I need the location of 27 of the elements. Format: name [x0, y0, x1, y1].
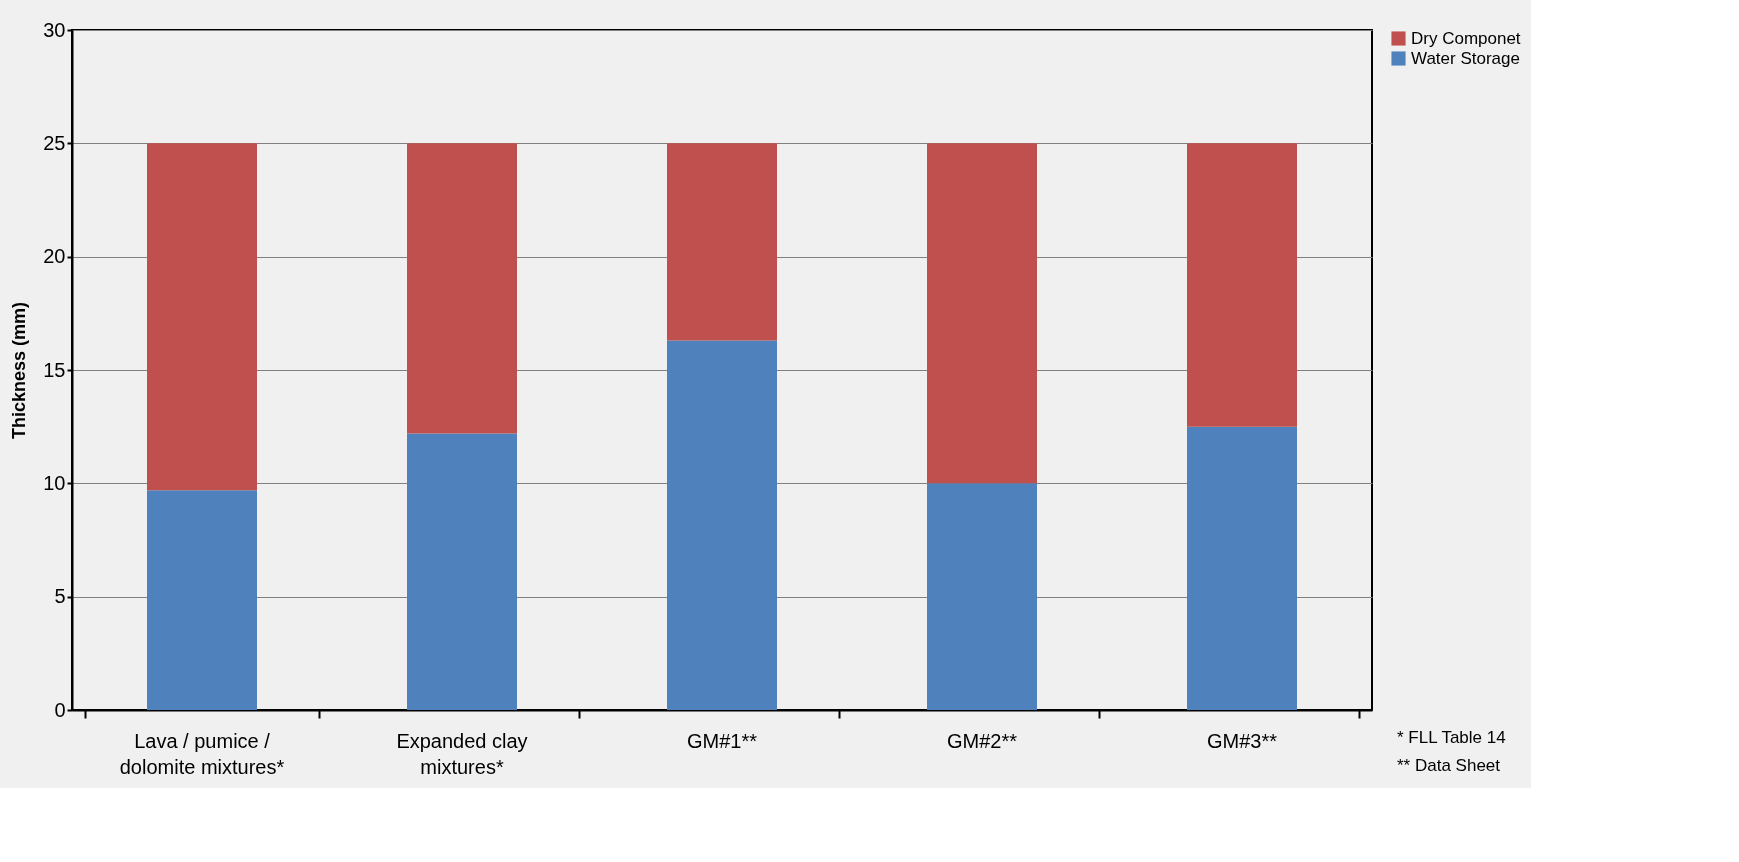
- y-axis-title: Thickness (mm): [9, 301, 30, 440]
- x-tick-label: GM#2**: [946, 730, 1018, 752]
- bar: [667, 143, 777, 341]
- bar: [407, 143, 517, 434]
- text: ** Data Sheet: [1397, 756, 1501, 775]
- y-tick-label: 10: [43, 471, 66, 494]
- y-tick-label: 20: [43, 245, 66, 268]
- y-tick-label: 0: [54, 698, 66, 721]
- bar: [147, 143, 257, 491]
- bar: [1187, 426, 1297, 710]
- text: * FLL Table 14: [1397, 728, 1506, 747]
- y-tick-label: 30: [43, 18, 66, 41]
- bar: [927, 483, 1037, 710]
- bar: [1187, 143, 1297, 427]
- x-tick-label: Expanded clay mixtures*: [396, 730, 528, 778]
- bar: [407, 433, 517, 710]
- y-tick-label: 25: [43, 131, 66, 154]
- x-tick-label: GM#1**: [686, 730, 758, 752]
- legend-label: Dry Componet: [1411, 28, 1521, 48]
- y-tick-label: 15: [43, 358, 66, 381]
- y-tick-label: 5: [54, 585, 66, 608]
- bar: [667, 340, 777, 710]
- legend-label: Water Storage: [1411, 48, 1520, 68]
- bar: [147, 490, 257, 710]
- x-tick-label: GM#3**: [1206, 730, 1278, 752]
- x-tick-label: Lava / pumice / dolomite mixtures*: [119, 730, 285, 778]
- bar: [927, 143, 1037, 484]
